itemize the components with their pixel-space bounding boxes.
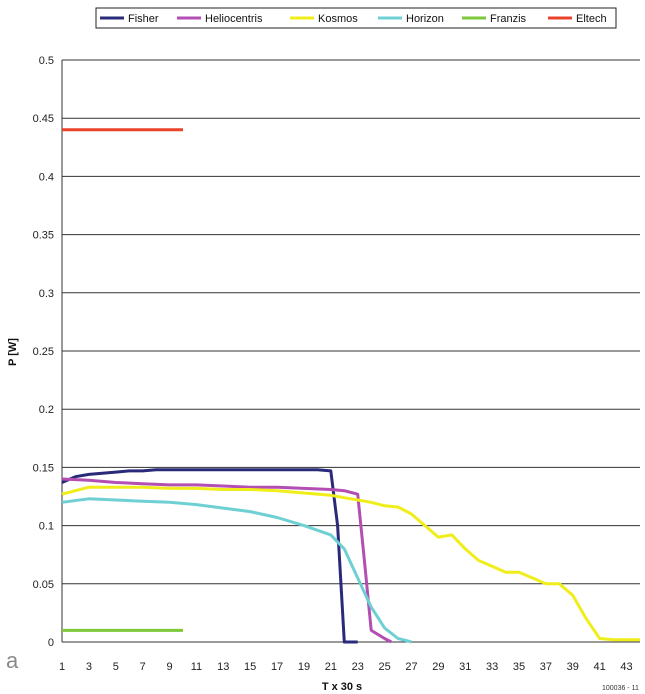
x-tick-label: 23 (352, 661, 364, 673)
series-line-heliocentris (61, 477, 392, 644)
x-tick-label: 5 (113, 661, 119, 673)
x-tick-label: 9 (166, 661, 172, 673)
y-tick-label: 0.3 (39, 288, 54, 300)
legend-label-horizon: Horizon (406, 13, 444, 25)
x-tick-label: 39 (567, 661, 579, 673)
x-tick-label: 7 (140, 661, 146, 673)
y-axis-label: P [W] (7, 338, 19, 366)
legend-label-kosmos: Kosmos (318, 13, 358, 25)
x-tick-label: 17 (271, 661, 283, 673)
series-line-horizon (61, 497, 412, 644)
x-tick-label: 11 (191, 661, 202, 673)
x-tick-label: 43 (620, 661, 632, 673)
y-tick-label: 0.35 (33, 230, 54, 242)
x-tick-label: 31 (459, 661, 471, 673)
y-tick-label: 0.5 (39, 55, 54, 67)
x-tick-labels: 1 3 5 7 9 11 13 15 17 19 21 23 25 27 29 31 33 35 37 39 41 43 (59, 661, 633, 673)
legend-label-fisher: Fisher (128, 13, 159, 25)
x-tick-label: 15 (244, 661, 256, 673)
y-tick-label: 0.1 (39, 521, 54, 533)
x-tick-label: 27 (405, 661, 417, 673)
y-tick-labels: 0 0.05 0.1 0.15 0.2 0.25 0.3 0.35 0.4 0.45 0.5 (33, 55, 54, 649)
x-axis-label: T x 30 s (322, 681, 362, 693)
x-tick-label: 33 (486, 661, 498, 673)
legend: Fisher Heliocentris Kosmos Horizon Franzis El… (95, 7, 617, 29)
y-tick-label: 0.4 (39, 171, 54, 183)
x-tick-label: 41 (594, 661, 606, 673)
series-line-fisher (61, 468, 358, 644)
x-tick-label: 21 (325, 661, 337, 673)
y-tick-label: 0.15 (33, 462, 54, 474)
series-line-kosmos (61, 485, 640, 642)
x-tick-label: 3 (86, 661, 92, 673)
legend-label-eltech: Eltech (576, 13, 607, 25)
x-tick-label: 25 (378, 661, 390, 673)
panel-label: a (6, 648, 19, 673)
x-tick-label: 13 (217, 661, 229, 673)
x-tick-label: 29 (432, 661, 444, 673)
legend-box (95, 7, 617, 29)
y-tick-label: 0.45 (33, 113, 54, 125)
y-tick-label: 0.05 (33, 579, 54, 591)
legend-label-franzis: Franzis (490, 13, 527, 25)
y-tick-label: 0.25 (33, 346, 54, 358)
x-tick-label: 1 (59, 661, 65, 673)
figure-code: 100036 - 11 (602, 685, 639, 692)
x-tick-label: 35 (513, 661, 525, 673)
x-tick-label: 37 (540, 661, 552, 673)
series-lines (61, 128, 640, 644)
y-tick-label: 0.2 (39, 404, 54, 416)
y-tick-label: 0 (48, 637, 54, 649)
gridlines (61, 59, 640, 643)
x-tick-label: 19 (298, 661, 310, 673)
legend-label-heliocentris: Heliocentris (205, 13, 263, 25)
